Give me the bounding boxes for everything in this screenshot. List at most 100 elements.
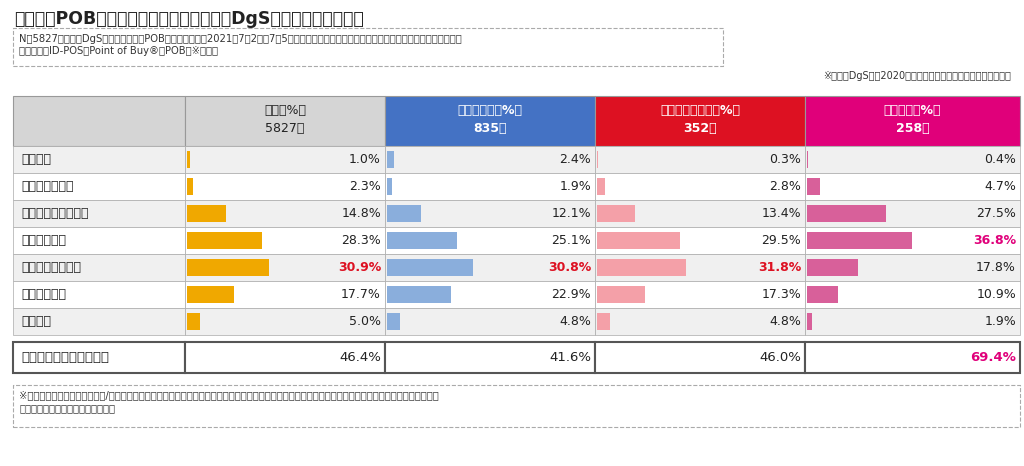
Bar: [597, 260, 686, 275]
Text: 週に４回～５回: 週に４回～５回: [22, 180, 74, 193]
Bar: [185, 173, 385, 200]
Text: 14.8%: 14.8%: [341, 207, 381, 220]
Text: 352人: 352人: [683, 123, 717, 136]
Bar: [807, 287, 839, 302]
Text: ウエルシア（%）: ウエルシア（%）: [458, 103, 522, 116]
Bar: [13, 227, 185, 254]
Bar: [185, 200, 385, 227]
Text: 週に２回～３回程度: 週に２回～３回程度: [22, 207, 88, 220]
Bar: [187, 287, 234, 302]
Text: 1.9%: 1.9%: [984, 315, 1016, 328]
Bar: [385, 146, 595, 173]
Text: 2.4%: 2.4%: [559, 153, 591, 166]
Bar: [805, 146, 1020, 173]
Text: 13.4%: 13.4%: [762, 207, 801, 220]
Bar: [185, 342, 385, 373]
Bar: [807, 178, 820, 195]
Text: ※並びはDgS売上2020年度の決算（連結ベース）ランキング順: ※並びはDgS売上2020年度の決算（連結ベース）ランキング順: [823, 71, 1011, 81]
Bar: [387, 233, 458, 248]
Text: 4.7%: 4.7%: [984, 180, 1016, 193]
Bar: [13, 146, 185, 173]
Bar: [805, 96, 1020, 146]
Text: 4.8%: 4.8%: [769, 315, 801, 328]
Text: 1.9%: 1.9%: [559, 180, 591, 193]
Text: 全体（%）: 全体（%）: [264, 103, 306, 116]
Text: 1.0%: 1.0%: [349, 153, 381, 166]
Bar: [595, 254, 805, 281]
Text: マルチプルID-POS「Point of Buy®（POB）※」より: マルチプルID-POS「Point of Buy®（POB）※」より: [19, 46, 218, 56]
Text: それ以下: それ以下: [22, 315, 51, 328]
Text: 30.8%: 30.8%: [548, 261, 591, 274]
Bar: [13, 254, 185, 281]
Bar: [13, 281, 185, 308]
Bar: [187, 178, 194, 195]
Bar: [387, 260, 473, 275]
Text: 月に２～３回程度: 月に２～３回程度: [22, 261, 81, 274]
Bar: [385, 308, 595, 335]
Bar: [595, 200, 805, 227]
Bar: [185, 254, 385, 281]
Bar: [13, 96, 185, 146]
Bar: [385, 173, 595, 200]
Bar: [595, 342, 805, 373]
Text: 28.3%: 28.3%: [341, 234, 381, 247]
Bar: [597, 287, 645, 302]
Text: 17.3%: 17.3%: [761, 288, 801, 301]
Text: コスモス（%）: コスモス（%）: [884, 103, 941, 116]
Bar: [805, 200, 1020, 227]
Bar: [185, 96, 385, 146]
Text: 週に１回程度: 週に１回程度: [22, 234, 66, 247]
Bar: [597, 206, 635, 222]
Text: 2.3%: 2.3%: [349, 180, 381, 193]
Bar: [13, 173, 185, 200]
Bar: [187, 233, 262, 248]
Bar: [595, 96, 805, 146]
Bar: [597, 178, 605, 195]
Bar: [185, 308, 385, 335]
Text: 29.5%: 29.5%: [761, 234, 801, 247]
Bar: [805, 254, 1020, 281]
Text: 10.9%: 10.9%: [976, 288, 1016, 301]
Bar: [385, 342, 595, 373]
Text: 5827人: 5827人: [265, 123, 305, 136]
Bar: [387, 206, 421, 222]
Text: 12.1%: 12.1%: [551, 207, 591, 220]
Bar: [597, 233, 680, 248]
Text: 30.9%: 30.9%: [338, 261, 381, 274]
Text: 17.8%: 17.8%: [976, 261, 1016, 274]
Text: N＝5827人、普段DgSを利用する全国POB会員男女対象：2021年7月2日～7月5日　インターネットリサーチ　ソフトブレーン・フィールド調べ: N＝5827人、普段DgSを利用する全国POB会員男女対象：2021年7月2日～…: [19, 34, 462, 44]
Bar: [595, 146, 805, 173]
Bar: [187, 206, 226, 222]
Text: 27.5%: 27.5%: [976, 207, 1016, 220]
Text: 2.8%: 2.8%: [769, 180, 801, 193]
Bar: [805, 173, 1020, 200]
Bar: [385, 254, 595, 281]
Bar: [185, 227, 385, 254]
Text: ほぼ毎日: ほぼ毎日: [22, 153, 51, 166]
Bar: [13, 200, 185, 227]
Text: 46.0%: 46.0%: [759, 351, 801, 364]
Bar: [187, 151, 189, 168]
Bar: [385, 96, 595, 146]
Text: 46.4%: 46.4%: [339, 351, 381, 364]
Bar: [187, 314, 201, 329]
Bar: [13, 385, 1020, 427]
Bar: [387, 287, 452, 302]
Text: 22.9%: 22.9%: [551, 288, 591, 301]
Text: 図表２）POBアンケート：メーン利用するDgSチェーンの来店頻度: 図表２）POBアンケート：メーン利用するDgSチェーンの来店頻度: [14, 10, 364, 28]
Text: リテール購買データのデータベース: リテール購買データのデータベース: [19, 403, 115, 413]
Bar: [385, 281, 595, 308]
Text: 週に１回以上来店する人: 週に１回以上来店する人: [22, 351, 109, 364]
Text: 258人: 258人: [896, 123, 930, 136]
Text: 0.3%: 0.3%: [769, 153, 801, 166]
Bar: [385, 227, 595, 254]
Bar: [387, 314, 400, 329]
Bar: [595, 227, 805, 254]
Bar: [13, 308, 185, 335]
Text: 0.4%: 0.4%: [984, 153, 1016, 166]
Bar: [597, 314, 610, 329]
Bar: [805, 342, 1020, 373]
Bar: [595, 173, 805, 200]
Bar: [807, 260, 858, 275]
Bar: [805, 281, 1020, 308]
